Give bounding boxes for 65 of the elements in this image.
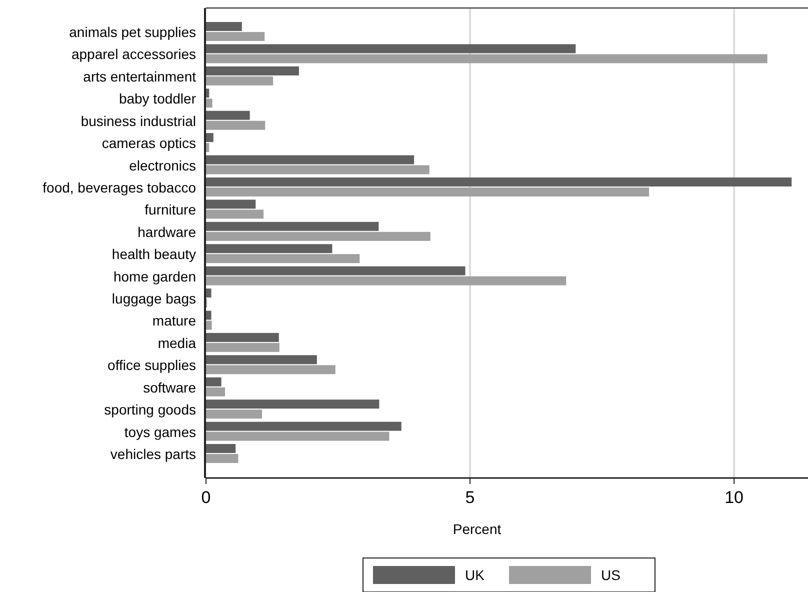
bar xyxy=(206,310,212,320)
bar xyxy=(206,66,299,76)
bar xyxy=(206,410,262,419)
bar xyxy=(206,165,430,174)
y-tick-label: media xyxy=(158,334,196,351)
bar xyxy=(206,232,430,241)
bar xyxy=(206,432,390,441)
bar xyxy=(206,355,317,364)
text: US xyxy=(601,567,620,583)
bar xyxy=(206,222,379,231)
bar xyxy=(206,54,768,64)
bar xyxy=(206,387,226,396)
y-tick-label: animals pet supplies xyxy=(69,24,196,40)
y-tick-label: cameras optics xyxy=(102,135,196,152)
bar xyxy=(206,177,792,186)
bar xyxy=(206,110,250,120)
bar xyxy=(206,377,222,386)
bar xyxy=(206,254,360,264)
x-axis-title: Percent xyxy=(452,521,502,537)
bar xyxy=(206,320,212,330)
y-tick-label: furniture xyxy=(144,202,196,218)
y-tick-label: office supplies xyxy=(108,357,196,374)
bar xyxy=(206,422,402,431)
bar xyxy=(206,22,242,31)
bar xyxy=(206,155,414,164)
y-tick-label: toys games xyxy=(124,424,196,440)
y-tick-label: baby toddler xyxy=(118,90,196,107)
y-tick-label: business industrial xyxy=(80,112,196,129)
bar xyxy=(206,210,264,219)
bar xyxy=(206,400,380,409)
bar xyxy=(206,98,212,108)
text: UK xyxy=(465,567,486,583)
x-tick-label: 0 xyxy=(201,488,211,507)
y-tick-label: vehicles parts xyxy=(110,446,196,462)
bar xyxy=(206,365,336,374)
bar xyxy=(206,454,238,463)
bar xyxy=(206,187,650,196)
y-tick-label: apparel accessories xyxy=(71,46,196,62)
bar xyxy=(206,332,279,342)
y-tick-label: mature xyxy=(152,312,196,329)
y-tick-label: hardware xyxy=(138,224,196,240)
bar xyxy=(206,120,266,130)
bar xyxy=(206,143,210,152)
bar xyxy=(206,288,212,298)
bar xyxy=(206,133,214,142)
y-tick-label: luggage bags xyxy=(112,290,196,307)
x-tick-label: 10 xyxy=(724,488,744,507)
bar xyxy=(206,444,236,454)
y-tick-label: software xyxy=(143,379,196,396)
bar xyxy=(206,88,210,98)
y-tick-label: home garden xyxy=(113,268,196,284)
bar xyxy=(206,200,256,209)
bar xyxy=(206,266,466,276)
bar xyxy=(206,342,280,352)
bar xyxy=(206,44,576,54)
bar xyxy=(206,76,274,86)
bar xyxy=(206,32,265,41)
y-tick-label: sporting goods xyxy=(104,402,196,418)
bar xyxy=(206,244,332,254)
y-tick-label: food, beverages tobacco xyxy=(42,179,196,196)
y-tick-label: health beauty xyxy=(112,246,196,262)
bar xyxy=(206,276,566,286)
y-tick-label: arts entertainment xyxy=(83,68,196,84)
y-tick-label: electronics xyxy=(129,157,196,174)
x-tick-label: 5 xyxy=(465,488,475,507)
